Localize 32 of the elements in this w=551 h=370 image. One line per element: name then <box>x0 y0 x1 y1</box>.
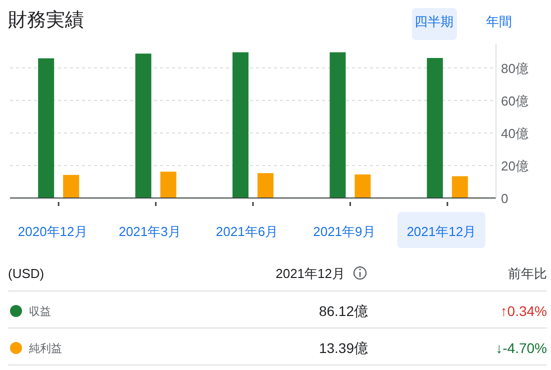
x-tick-label: 2021年12月 <box>406 224 476 239</box>
legend-label: 収益 <box>29 305 51 318</box>
bar <box>258 173 274 198</box>
text: ↑0.34% <box>500 303 547 319</box>
bar <box>160 172 176 198</box>
x-tick-label: 2021年3月 <box>118 224 181 239</box>
legend-label: 純利益 <box>29 342 62 355</box>
chart-title: 財務実績 <box>8 9 84 31</box>
text: 前年比 <box>508 266 547 281</box>
bar <box>135 54 152 198</box>
text: (USD) <box>8 266 44 281</box>
x-tick-label: 2020年12月 <box>18 224 88 239</box>
text: 2021年12月 <box>276 266 345 281</box>
text: 13.39億 <box>318 340 368 356</box>
y-tick-label: 20億 <box>501 158 528 174</box>
bar <box>354 174 371 198</box>
bar <box>426 58 443 198</box>
bar <box>232 52 248 198</box>
text: 年間 <box>486 14 512 29</box>
bar <box>38 58 54 198</box>
bar <box>330 52 346 198</box>
text: ↓-4.70% <box>496 340 547 356</box>
y-tick-label: 0 <box>501 191 508 206</box>
y-tick-label: 80億 <box>501 60 528 76</box>
x-tick-label: 2021年6月 <box>216 224 278 239</box>
bar <box>63 174 80 198</box>
text: 86.12億 <box>318 303 368 319</box>
bar <box>452 176 468 198</box>
x-tick-label: 2021年9月 <box>313 224 376 239</box>
y-tick-label: 60億 <box>501 93 528 108</box>
y-tick-label: 40億 <box>501 126 528 141</box>
text: 四半期 <box>414 14 454 29</box>
